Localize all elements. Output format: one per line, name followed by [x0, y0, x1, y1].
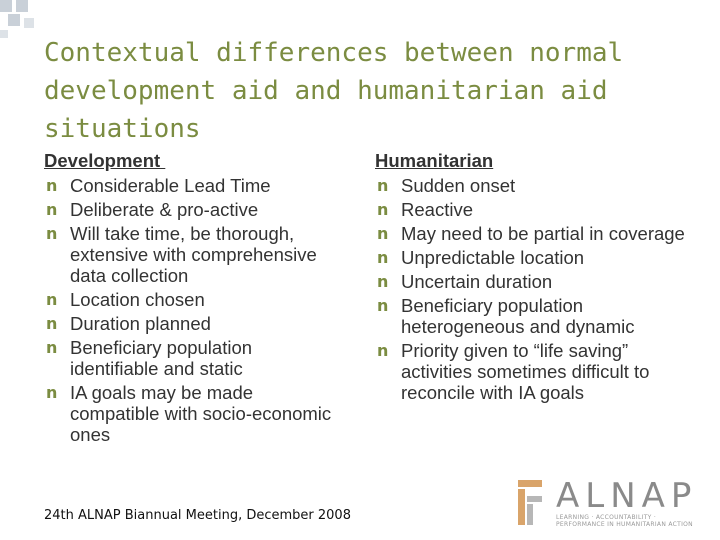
list-item: n Unpredictable location	[377, 247, 585, 268]
humanitarian-column: Humanitarian n Sudden onset n Reactive n Ma…	[375, 150, 695, 403]
logo-wordmark: ALNAP	[556, 476, 698, 516]
bullet-icon: n	[46, 338, 58, 357]
list-item: n Beneficiary population identifiable and…	[46, 337, 253, 379]
list-item: n Priority given to “life saving” activit…	[377, 340, 650, 403]
list-item: n Will take time, be thorough, extensive …	[46, 223, 317, 286]
list-item: n Beneficiary population heterogeneous an…	[377, 295, 635, 337]
list-item: n May need to be partial in coverage	[377, 223, 685, 244]
humanitarian-heading: Humanitarian	[375, 150, 494, 171]
list-item: n Uncertain duration	[377, 271, 553, 292]
bullet-icon: n	[377, 296, 389, 315]
bullet-icon: n	[377, 248, 389, 267]
bullet-icon: n	[377, 200, 389, 219]
logo-tagline: LEARNING · ACCOUNTABILITY · PERFORMANCE …	[556, 514, 693, 528]
bullet-icon: n	[46, 383, 58, 402]
bullet-icon: n	[377, 176, 389, 195]
bullet-icon: n	[46, 314, 58, 333]
development-heading: Development	[44, 150, 166, 171]
slide-title: Contextual differences between normal de…	[44, 38, 624, 144]
development-list: n Considerable Lead Time n Deliberate & pr…	[44, 175, 344, 445]
list-item: n Duration planned	[46, 313, 211, 334]
list-item: n Deliberate & pro-active	[46, 199, 259, 220]
bullet-icon: n	[46, 176, 58, 195]
humanitarian-list: n Sudden onset n Reactive n May need to be …	[375, 175, 695, 403]
list-item: n Considerable Lead Time	[46, 175, 271, 196]
bullet-icon: n	[46, 200, 58, 219]
alnap-logo: ALNAP LEARNING · ACCOUNTABILITY · PERFOR…	[512, 476, 708, 530]
bullet-icon: n	[46, 290, 58, 309]
alnap-mark-icon	[518, 480, 542, 525]
development-column: Development n Considerable Lead Time n Del…	[44, 150, 344, 445]
list-item: n Location chosen	[46, 289, 205, 310]
bullet-icon: n	[377, 341, 389, 360]
bullet-icon: n	[46, 224, 58, 243]
bullet-icon: n	[377, 224, 389, 243]
bullet-icon: n	[377, 272, 389, 291]
list-item: n Sudden onset	[377, 175, 516, 196]
list-item: n IA goals may be made compatible with so…	[46, 382, 332, 445]
footer-text: 24th ALNAP Biannual Meeting, December 20…	[44, 508, 351, 523]
list-item: n Reactive	[377, 199, 473, 220]
